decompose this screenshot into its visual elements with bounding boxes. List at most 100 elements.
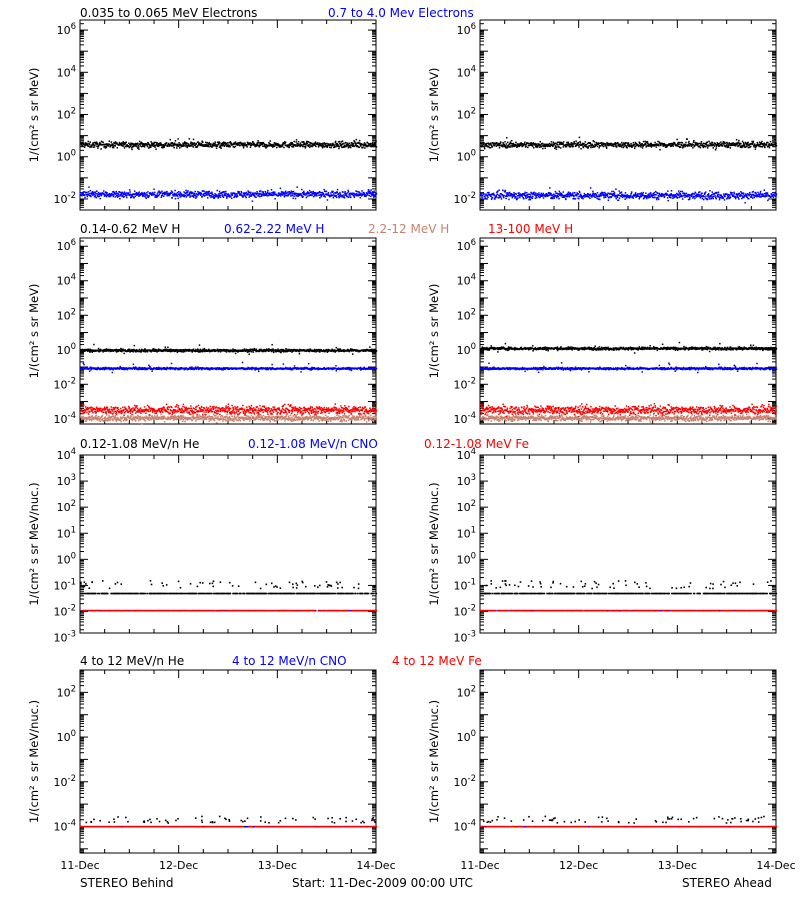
data-point bbox=[118, 350, 120, 352]
data-point bbox=[725, 142, 727, 144]
data-point bbox=[618, 143, 620, 146]
data-point bbox=[763, 142, 766, 144]
data-point bbox=[504, 190, 506, 193]
data-point bbox=[722, 141, 725, 143]
data-point bbox=[227, 195, 229, 197]
data-point bbox=[248, 349, 250, 351]
data-point bbox=[252, 141, 254, 143]
data-point bbox=[247, 142, 249, 144]
data-point bbox=[645, 146, 647, 148]
data-point bbox=[209, 144, 212, 146]
data-point bbox=[304, 194, 307, 196]
data-point bbox=[322, 142, 324, 145]
data-point bbox=[336, 188, 339, 191]
data-point bbox=[717, 191, 720, 193]
data-point bbox=[734, 197, 737, 200]
data-point bbox=[212, 194, 214, 196]
data-point bbox=[251, 193, 253, 196]
data-point bbox=[268, 348, 270, 350]
data-point bbox=[699, 146, 702, 149]
data-point bbox=[82, 193, 84, 195]
data-point bbox=[105, 194, 107, 196]
data-point bbox=[360, 143, 363, 146]
data-point bbox=[92, 146, 94, 148]
data-point bbox=[588, 196, 590, 198]
data-point bbox=[572, 192, 574, 194]
data-point bbox=[536, 146, 539, 148]
data-point bbox=[746, 196, 749, 199]
data-point bbox=[567, 144, 569, 147]
data-point bbox=[221, 143, 223, 145]
data-point bbox=[646, 140, 649, 143]
data-point bbox=[143, 146, 146, 148]
data-point bbox=[718, 193, 720, 196]
data-point bbox=[508, 198, 510, 201]
data-point bbox=[104, 147, 107, 149]
data-point bbox=[710, 144, 713, 147]
data-point bbox=[644, 142, 647, 145]
data-point bbox=[273, 142, 276, 144]
data-point bbox=[104, 194, 106, 196]
data-point bbox=[635, 196, 637, 199]
data-point bbox=[640, 192, 642, 194]
data-point bbox=[481, 144, 483, 147]
data-point bbox=[498, 143, 500, 146]
data-point bbox=[162, 144, 165, 147]
data-point bbox=[238, 143, 240, 145]
data-point bbox=[614, 143, 617, 146]
data-point bbox=[605, 147, 608, 149]
data-point bbox=[124, 192, 126, 195]
data-point bbox=[595, 193, 597, 196]
data-point bbox=[750, 196, 753, 198]
data-point bbox=[302, 143, 305, 146]
data-point bbox=[284, 190, 287, 193]
data-point bbox=[519, 143, 521, 145]
data-point bbox=[233, 143, 236, 145]
data-point bbox=[602, 191, 604, 194]
data-point bbox=[484, 144, 487, 146]
data-point bbox=[187, 143, 190, 145]
data-point bbox=[646, 145, 648, 147]
data-point bbox=[621, 196, 624, 199]
data-point bbox=[137, 193, 140, 195]
data-point bbox=[219, 146, 222, 149]
data-point bbox=[754, 191, 757, 194]
data-point bbox=[183, 145, 185, 147]
data-point bbox=[556, 194, 559, 197]
data-point bbox=[375, 146, 378, 148]
data-point bbox=[290, 195, 292, 197]
data-point bbox=[303, 145, 306, 148]
data-point bbox=[649, 194, 651, 197]
data-point bbox=[270, 143, 273, 146]
data-point bbox=[338, 145, 341, 148]
data-point bbox=[536, 193, 539, 195]
data-point bbox=[630, 192, 633, 195]
data-point bbox=[553, 143, 556, 145]
data-point bbox=[480, 193, 482, 196]
data-point bbox=[592, 140, 594, 142]
data-point bbox=[201, 144, 203, 147]
data-point bbox=[302, 141, 305, 143]
data-point bbox=[735, 142, 738, 144]
data-point bbox=[690, 194, 692, 197]
data-point bbox=[758, 193, 761, 196]
data-point bbox=[562, 146, 565, 148]
data-point bbox=[258, 350, 261, 353]
data-point bbox=[504, 141, 506, 143]
data-point bbox=[624, 143, 626, 145]
data-point bbox=[234, 350, 236, 352]
data-point bbox=[528, 193, 530, 195]
data-point bbox=[372, 143, 375, 146]
data-point bbox=[504, 195, 507, 197]
data-point bbox=[490, 142, 492, 144]
data-point bbox=[634, 193, 637, 195]
data-point bbox=[247, 193, 250, 195]
data-point bbox=[670, 142, 673, 145]
data-point bbox=[354, 142, 356, 144]
data-point bbox=[654, 190, 657, 193]
data-point bbox=[726, 198, 728, 200]
data-point bbox=[279, 195, 282, 197]
data-point bbox=[274, 198, 276, 200]
data-point bbox=[500, 198, 503, 200]
data-point bbox=[249, 143, 251, 145]
